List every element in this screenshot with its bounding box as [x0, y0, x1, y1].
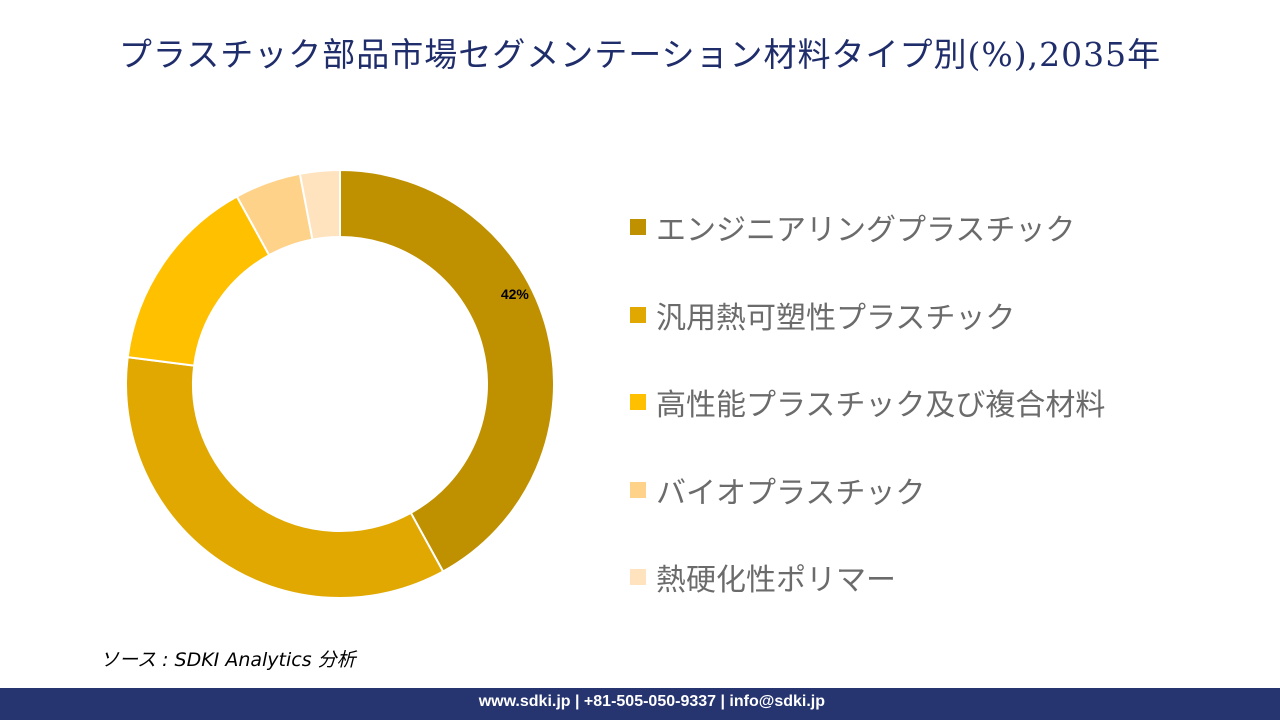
legend-label: 汎用熱可塑性プラスチック	[656, 300, 1016, 336]
legend-item: 熱硬化性ポリマー	[630, 555, 1105, 599]
donut-slice-1	[339, 168, 555, 573]
donut-slice-5	[298, 168, 341, 241]
donut-slice-2	[125, 356, 445, 599]
chart-title: プラスチック部品市場セグメンテーション材料タイプ別(%),2035年	[118, 35, 1162, 74]
legend-label: エンジニアリングプラスチック	[656, 213, 1076, 248]
data-label: 42%	[501, 286, 530, 302]
legend-label: バイオプラスチック	[656, 475, 926, 511]
legend-item: 高性能プラスチック及び複合材料	[630, 380, 1105, 424]
legend-swatch	[630, 394, 646, 410]
footer-contact: www.sdki.jp | +81-505-050-9337 | info@sd…	[478, 693, 825, 710]
footer-bar: www.sdki.jp | +81-505-050-9337 | info@sd…	[0, 688, 1280, 720]
legend-swatch	[630, 306, 646, 323]
source-note: ソース : SDKI Analytics 分析	[100, 649, 356, 671]
legend-item: エンジニアリングプラスチック	[630, 205, 1105, 249]
legend-item: バイオプラスチック	[630, 468, 1105, 512]
donut-slice-3	[126, 195, 271, 367]
legend-swatch	[630, 481, 646, 498]
legend-item: 汎用熱可塑性プラスチック	[630, 293, 1105, 337]
legend-swatch	[630, 569, 646, 585]
donut-chart: 42%	[125, 168, 555, 599]
legend-label: 熱硬化性ポリマー	[656, 563, 896, 598]
legend-swatch	[630, 219, 646, 235]
legend-label: 高性能プラスチック及び複合材料	[656, 388, 1106, 423]
legend: エンジニアリングプラスチック 汎用熱可塑性プラスチック高性能プラスチック及び複合材…	[630, 205, 1105, 643]
